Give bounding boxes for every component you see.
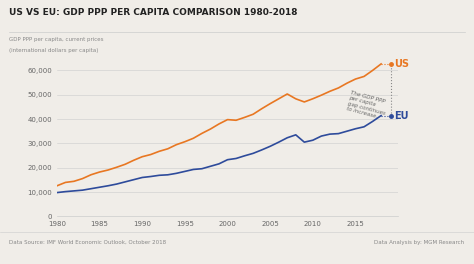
Text: EU: EU (394, 111, 409, 121)
Text: (international dollars per capita): (international dollars per capita) (9, 48, 99, 53)
Text: Data Analysis by: MGM Research: Data Analysis by: MGM Research (374, 240, 465, 245)
Text: Data Source: IMF World Economic Outlook, October 2018: Data Source: IMF World Economic Outlook,… (9, 240, 166, 245)
Text: US: US (394, 59, 409, 69)
Text: The GDP PPP
per capita
gap continues
to increase.: The GDP PPP per capita gap continues to … (345, 90, 389, 121)
Text: GDP PPP per capita, current prices: GDP PPP per capita, current prices (9, 37, 104, 42)
Text: US VS EU: GDP PPP PER CAPITA COMPARISON 1980-2018: US VS EU: GDP PPP PER CAPITA COMPARISON … (9, 8, 298, 17)
